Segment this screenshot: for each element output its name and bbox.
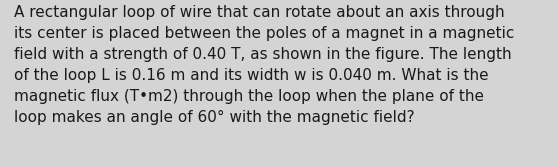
Text: A rectangular loop of wire that can rotate about an axis through
its center is p: A rectangular loop of wire that can rota… [14, 5, 514, 125]
